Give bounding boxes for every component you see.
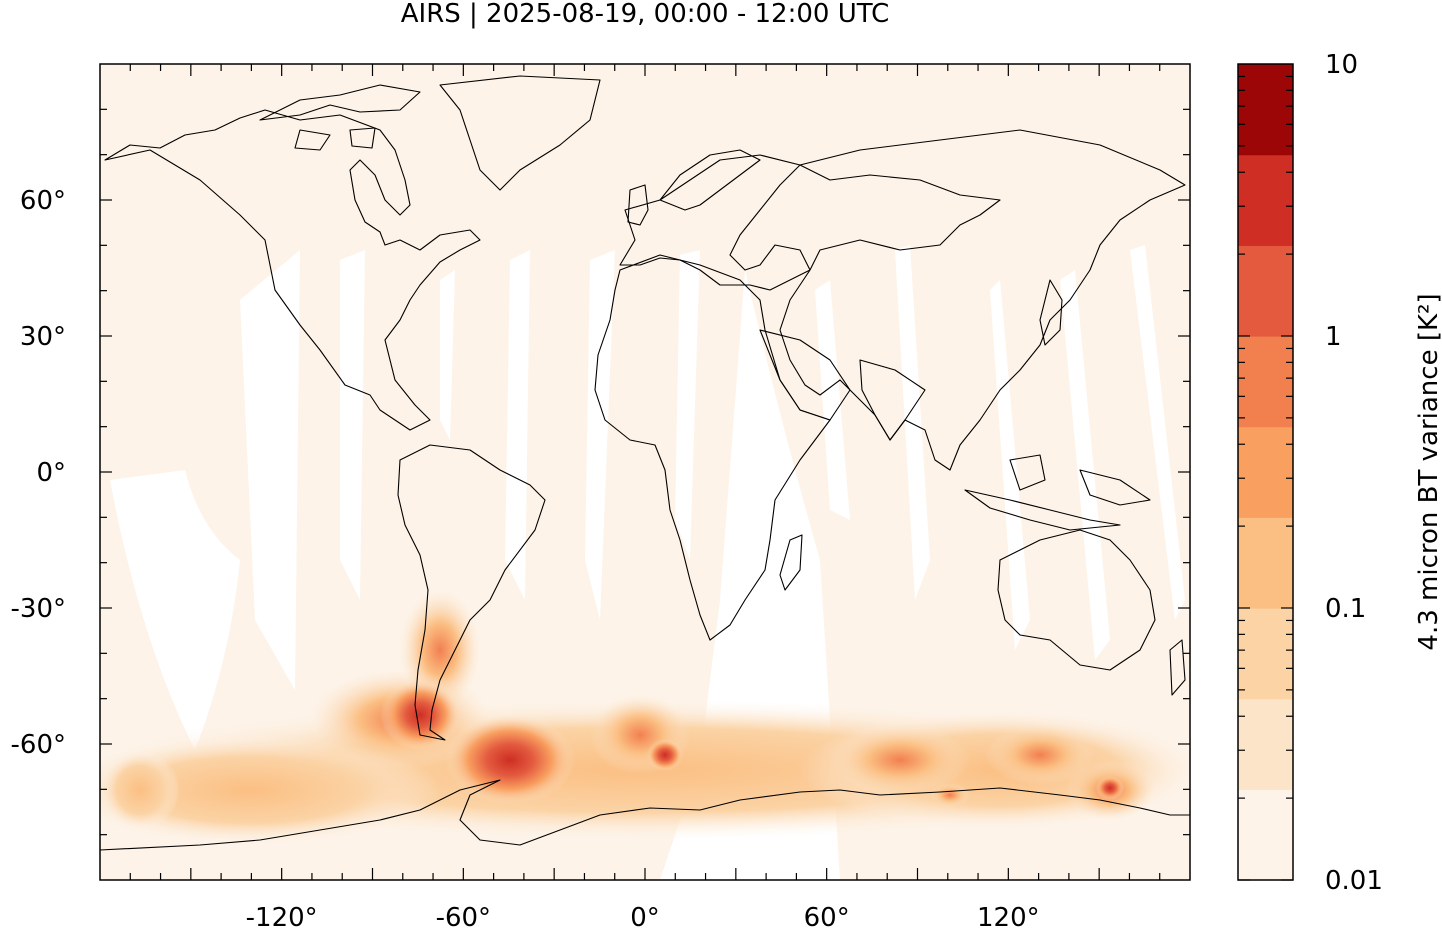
coastline-new-zealand [1169,639,1186,696]
data-gap [240,250,300,690]
data-gap [340,250,365,600]
bt-variance-field [100,590,1190,845]
colorbar-frame [1237,63,1294,881]
data-gap [440,270,455,440]
coastline-europe [619,154,811,291]
data-gap [505,250,530,600]
coastline-africa [594,254,831,641]
colorbar-band [1238,517,1293,609]
y-tick-label: -60° [11,730,66,760]
y-tick-label: 0° [36,458,66,488]
colorbar-band [1238,608,1293,700]
coastlines [100,75,1190,851]
data-gap [1060,270,1110,660]
x-tick-label: 120° [977,903,1040,930]
map-panel [100,64,1190,880]
variance-blob [445,715,575,805]
coastline-arctic-islands [259,84,421,151]
variance-blob [1096,776,1124,800]
colorbar [1238,64,1293,881]
map-title: AIRS | 2025-08-19, 00:00 - 12:00 UTC [400,0,890,29]
coastline-madagascar [779,534,803,591]
data-gap [990,280,1030,650]
variance-blob [930,783,970,807]
coastline-antarctica [100,779,1190,851]
coastline-australia [997,529,1156,671]
x-tick-label: -60° [436,903,491,930]
x-tick-label: 60° [804,903,850,930]
colorbar-band [1238,245,1293,337]
coastline-north-america [104,109,481,431]
colorbar-band [1238,698,1293,790]
variance-blob [100,750,180,830]
y-tick-label: 60° [20,186,66,216]
data-gap [815,280,850,520]
x-tick-label: 0° [630,903,660,930]
coastline-japan [1039,279,1063,346]
data-gap [110,470,240,750]
colorbar-tick-labels: 10 1 0.1 0.01 [1325,50,1383,896]
colorbar-band [1238,426,1293,518]
colorbar-band [1238,64,1293,156]
coastline-india [859,359,926,441]
colorbar-tick-label: 1 [1325,322,1342,352]
variance-blob [380,680,460,750]
data-gap [895,245,930,600]
colorbar-tick-label: 0.01 [1325,866,1383,896]
colorbar-band [1238,154,1293,246]
data-gap [585,250,615,620]
colorbar-ticks [1238,75,1293,881]
coastline-greenland [439,75,601,191]
coastline-scandinavia [659,149,761,211]
data-gap [1130,245,1185,620]
colorbar-title: 4.3 micron BT variance [K²] [1414,293,1442,650]
map-ticks: -120° -60° 0° 60° 120° 60° 30° 0° -30° -60° [11,64,1190,930]
variance-blob [985,725,1095,785]
variance-blob [647,739,683,771]
variance-blob [830,725,970,795]
colorbar-tick-label: 10 [1325,50,1358,80]
x-tick-label: -120° [246,903,318,930]
data-gap [675,250,700,560]
colorbar-band [1238,336,1293,428]
colorbar-tick-label: 0.1 [1325,594,1366,624]
coastline-south-america [397,444,546,741]
colorbar-band [1238,789,1293,881]
y-tick-label: 30° [20,322,66,352]
coastline-british-isles [627,184,649,226]
coastline-arabian-peninsula [759,329,851,421]
y-tick-label: -30° [11,594,66,624]
coastline-indonesia [964,454,1151,531]
